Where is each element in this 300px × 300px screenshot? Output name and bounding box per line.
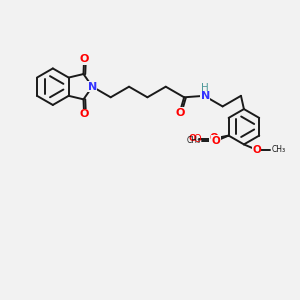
Text: O: O [209, 133, 218, 143]
Text: H: H [201, 82, 209, 93]
Text: O: O [188, 134, 196, 143]
Text: N: N [200, 91, 210, 101]
Text: O: O [252, 145, 261, 154]
Text: O: O [175, 108, 184, 118]
Text: CH₃: CH₃ [187, 136, 201, 146]
Text: O: O [212, 136, 220, 146]
Text: CH₃: CH₃ [272, 145, 286, 154]
Text: O: O [80, 109, 89, 119]
Text: N: N [88, 82, 97, 92]
Text: O: O [80, 54, 89, 64]
Text: O: O [193, 134, 201, 143]
